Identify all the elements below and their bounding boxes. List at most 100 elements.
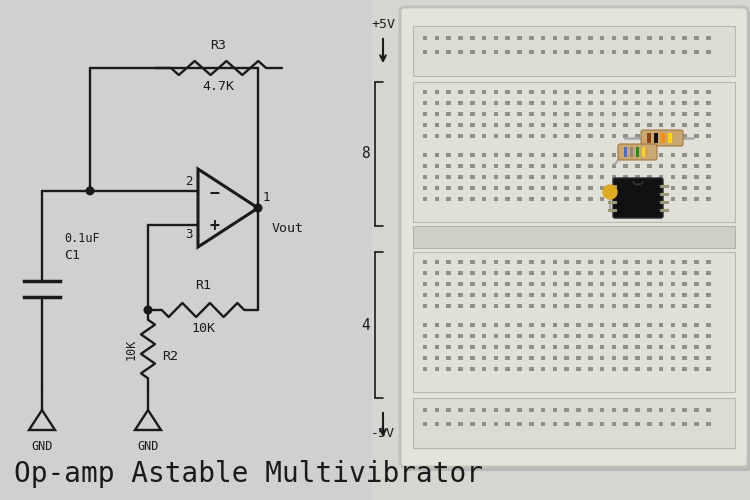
Bar — [553, 186, 557, 190]
Bar — [600, 112, 604, 116]
Bar — [529, 408, 533, 412]
Bar — [588, 50, 592, 54]
Bar — [706, 304, 710, 308]
Bar — [458, 134, 463, 138]
Bar — [506, 152, 510, 158]
Bar — [670, 50, 675, 54]
Bar — [446, 196, 451, 202]
Bar — [611, 36, 616, 41]
Bar — [482, 122, 486, 128]
Bar — [506, 270, 510, 276]
Bar — [517, 334, 522, 338]
Bar — [600, 344, 604, 350]
Bar — [482, 282, 486, 286]
Bar — [564, 100, 569, 105]
Bar — [658, 36, 663, 41]
Bar — [588, 112, 592, 116]
Bar — [529, 164, 533, 168]
Bar — [482, 152, 486, 158]
Bar — [482, 270, 486, 276]
Bar — [647, 90, 652, 94]
Bar — [470, 366, 475, 372]
Text: 0.1uF: 0.1uF — [64, 232, 100, 245]
Bar — [423, 282, 427, 286]
Bar — [658, 334, 663, 338]
Bar — [635, 344, 640, 350]
Bar — [506, 322, 510, 328]
Bar — [576, 304, 580, 308]
Bar — [506, 196, 510, 202]
Bar — [588, 356, 592, 360]
Bar — [553, 270, 557, 276]
Bar — [694, 334, 699, 338]
Bar — [635, 164, 640, 168]
Bar — [588, 344, 592, 350]
Bar — [517, 112, 522, 116]
Bar — [658, 422, 663, 426]
Bar — [482, 304, 486, 308]
Bar — [658, 260, 663, 264]
Bar — [372, 0, 750, 500]
Bar — [658, 322, 663, 328]
Bar — [576, 196, 580, 202]
Bar — [647, 133, 650, 143]
Bar — [470, 270, 475, 276]
Bar — [611, 174, 616, 180]
Bar — [670, 322, 675, 328]
Bar — [670, 196, 675, 202]
Bar — [553, 50, 557, 54]
Bar — [506, 122, 510, 128]
Bar — [413, 226, 735, 248]
Bar — [588, 334, 592, 338]
Bar — [458, 292, 463, 298]
Bar — [413, 398, 735, 448]
Bar — [553, 260, 557, 264]
Bar — [588, 90, 592, 94]
Bar — [658, 408, 663, 412]
Bar — [458, 90, 463, 94]
Bar — [458, 356, 463, 360]
Bar — [434, 270, 439, 276]
Bar — [553, 366, 557, 372]
Bar — [517, 186, 522, 190]
Bar — [682, 50, 687, 54]
Bar — [494, 90, 498, 94]
Bar — [588, 122, 592, 128]
Bar — [670, 334, 675, 338]
Bar — [635, 366, 640, 372]
Bar — [458, 112, 463, 116]
Bar — [623, 152, 628, 158]
Bar — [529, 152, 533, 158]
Bar — [576, 100, 580, 105]
Bar — [470, 344, 475, 350]
Bar — [541, 292, 545, 298]
Bar — [470, 112, 475, 116]
Bar — [670, 112, 675, 116]
Bar — [413, 82, 735, 222]
Bar — [506, 356, 510, 360]
Bar — [494, 152, 498, 158]
Bar — [423, 186, 427, 190]
Bar — [517, 100, 522, 105]
Bar — [529, 282, 533, 286]
Bar — [434, 334, 439, 338]
Text: 2: 2 — [185, 175, 193, 188]
Bar — [682, 186, 687, 190]
Bar — [434, 36, 439, 41]
Bar — [553, 356, 557, 360]
Bar — [529, 112, 533, 116]
Bar — [611, 282, 616, 286]
Bar — [564, 356, 569, 360]
Bar — [553, 152, 557, 158]
Bar — [541, 356, 545, 360]
Bar — [576, 366, 580, 372]
Bar — [517, 292, 522, 298]
Bar — [494, 344, 498, 350]
Text: 4: 4 — [362, 318, 370, 332]
Bar — [458, 422, 463, 426]
FancyBboxPatch shape — [613, 178, 663, 218]
Bar — [694, 186, 699, 190]
Bar — [623, 292, 628, 298]
Bar — [446, 174, 451, 180]
Bar — [446, 322, 451, 328]
